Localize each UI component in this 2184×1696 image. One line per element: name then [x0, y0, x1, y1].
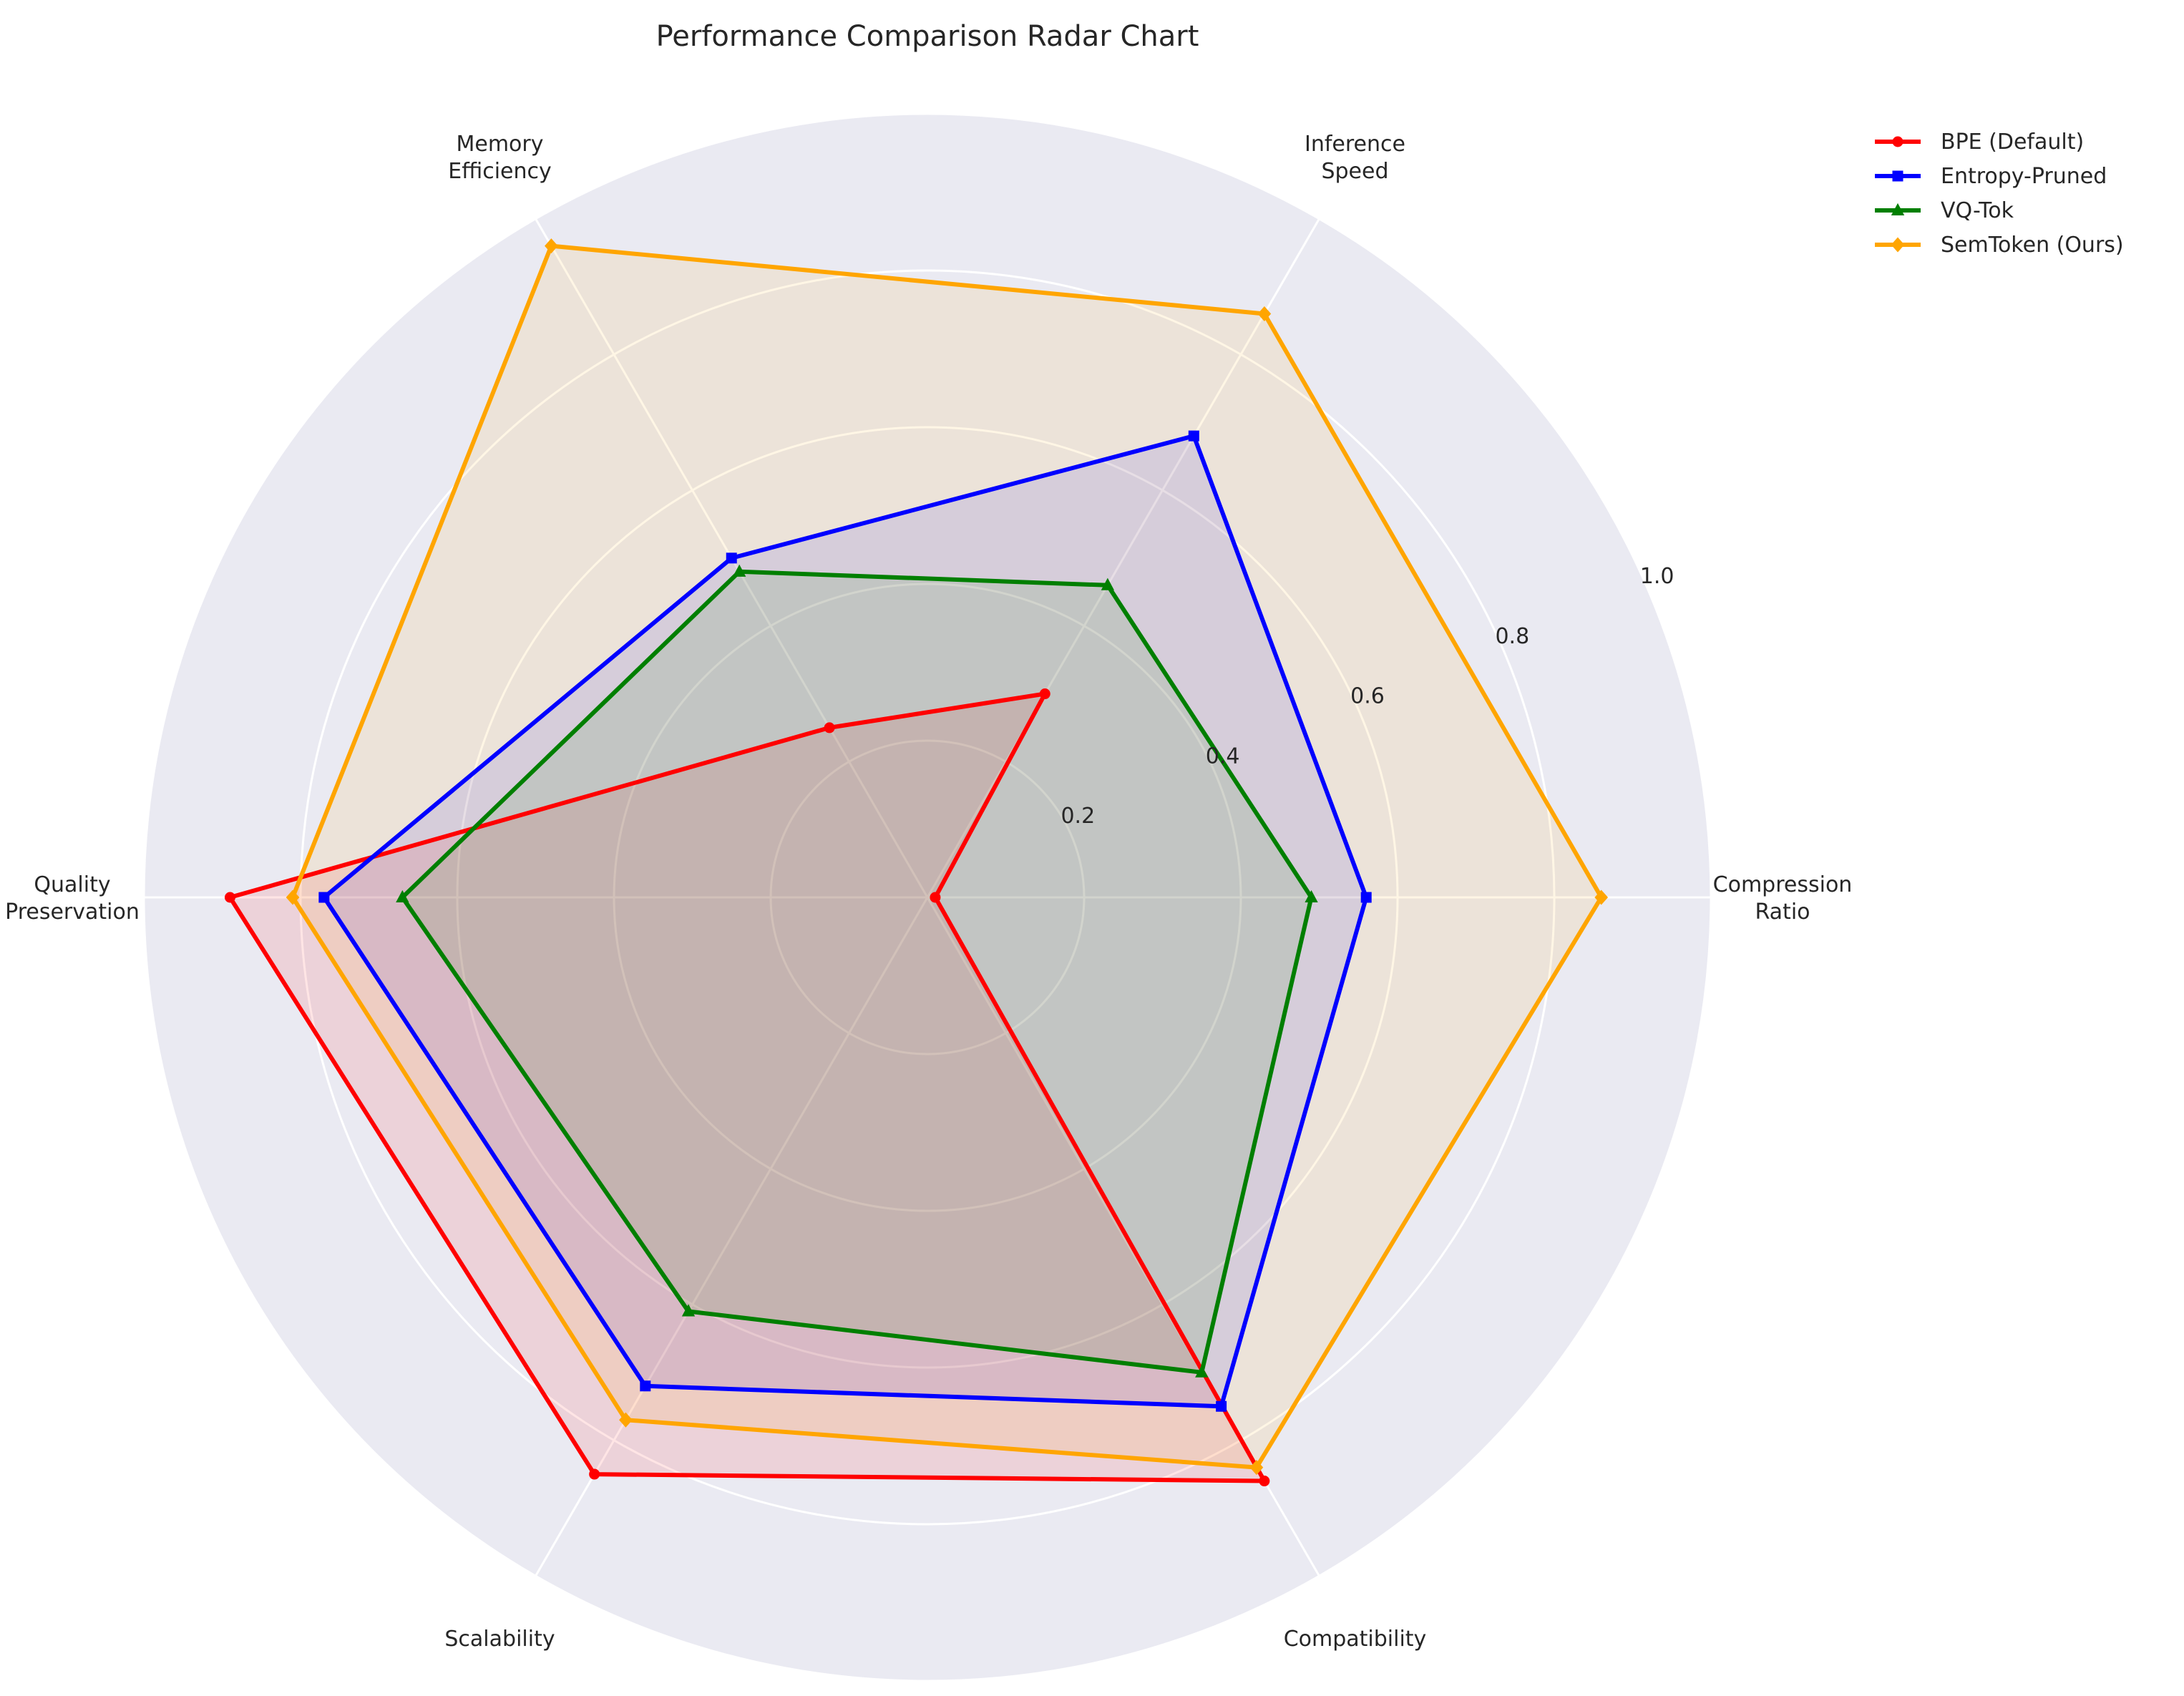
data-point-entropy-pruned: [726, 552, 737, 564]
legend: BPE (Default) Entropy-Pruned VQ-Tok SemToke…: [1875, 130, 2124, 258]
data-point-semtoken-ours: [1249, 1460, 1264, 1476]
legend-marker-semtoken-ours: [1891, 237, 1905, 253]
data-point-vq-tok: [681, 1304, 696, 1317]
chart-title: Performance Comparison Radar Chart: [656, 20, 1199, 53]
legend-label-semtoken-ours: SemToken (Ours): [1941, 233, 2124, 258]
axis-label-quality-preservation: Quality Preservation: [5, 872, 140, 925]
legend-label-entropy-pruned: Entropy-Pruned: [1941, 164, 2107, 189]
series-fill-bpe-default: [230, 693, 1264, 1481]
legend-marker-vq-tok: [1891, 203, 1905, 215]
series-fill-semtoken-ours: [293, 245, 1602, 1468]
data-point-entropy-pruned: [640, 1380, 651, 1392]
legend-marker-entropy-pruned: [1892, 170, 1903, 182]
data-point-bpe-default: [930, 892, 941, 903]
axis-label-scalability: Scalability: [444, 1627, 555, 1652]
data-point-entropy-pruned: [318, 892, 330, 903]
data-point-vq-tok: [733, 564, 746, 577]
data-point-bpe-default: [824, 722, 835, 734]
grid-spoke: [926, 218, 1320, 898]
r-tick-label: 0.6: [1350, 684, 1385, 709]
data-point-semtoken-ours: [619, 1412, 633, 1428]
data-point-vq-tok: [1195, 1365, 1209, 1378]
data-point-entropy-pruned: [1216, 1400, 1227, 1412]
legend-label-vq-tok: VQ-Tok: [1941, 198, 2014, 223]
data-point-bpe-default: [1039, 688, 1050, 700]
r-tick-label: 0.4: [1206, 744, 1240, 769]
series-fill-vq-tok: [402, 571, 1312, 1373]
radar-series: [224, 238, 1609, 1487]
data-point-semtoken-ours: [286, 890, 300, 905]
data-point-entropy-pruned: [1188, 430, 1199, 442]
data-point-vq-tok: [1305, 890, 1318, 902]
data-point-bpe-default: [224, 892, 235, 903]
data-point-bpe-default: [589, 1468, 600, 1480]
data-point-entropy-pruned: [1360, 892, 1372, 903]
grid-spoke: [535, 897, 929, 1577]
legend-marker-bpe-default: [1892, 136, 1903, 147]
axis-label-memory-efficiency: Memory Efficiency: [448, 132, 552, 184]
data-point-semtoken-ours: [1594, 890, 1609, 905]
data-point-vq-tok: [396, 890, 409, 902]
r-tick-label: 1.0: [1640, 564, 1674, 589]
data-point-semtoken-ours: [1257, 306, 1272, 321]
data-point-vq-tok: [1101, 577, 1115, 590]
axis-label-compression-ratio: Compression Ratio: [1713, 872, 1853, 925]
axis-label-compatibility: Compatibility: [1284, 1627, 1427, 1652]
r-tick-label: 0.8: [1495, 624, 1529, 649]
radar-labels: 0.2 0.4 0.6 0.8 1.0 Compression Ratio Inference…: [5, 132, 1852, 1652]
radar-grid: [142, 112, 1712, 1682]
legend-label-bpe-default: BPE (Default): [1941, 130, 2084, 155]
axis-label-inference-speed: Inference Speed: [1305, 132, 1405, 184]
data-point-semtoken-ours: [545, 238, 558, 254]
r-tick-label: 0.2: [1061, 804, 1095, 829]
data-point-bpe-default: [1259, 1476, 1270, 1487]
